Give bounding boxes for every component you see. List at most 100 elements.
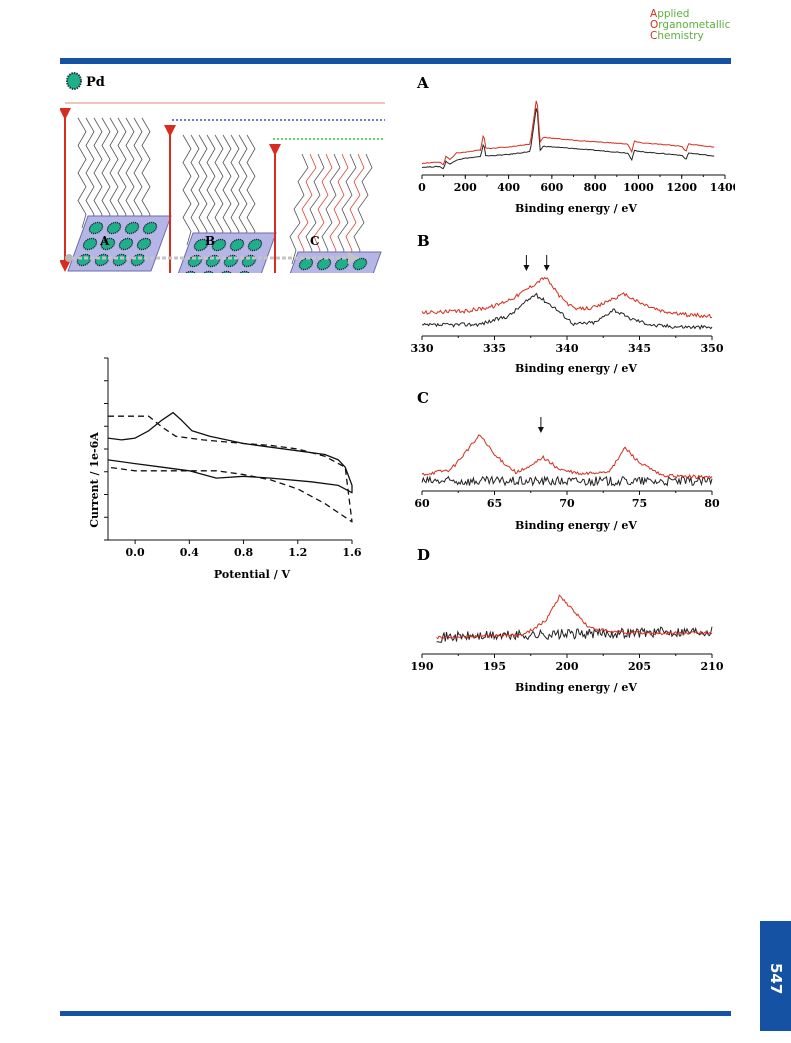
chain-strand	[345, 153, 365, 265]
chain-strand	[190, 134, 200, 246]
journal-logo: Applied Organometallic Chemistry	[650, 8, 731, 42]
pd-particle	[142, 221, 158, 235]
x-tick-label: 80	[704, 497, 720, 510]
x-tick-label: 400	[497, 181, 520, 194]
pd-particle	[217, 270, 233, 273]
x-tick-label: 1200	[666, 181, 697, 194]
xps-c-x-axis-label: Binding energy / eV	[515, 519, 637, 532]
pd-particle	[199, 270, 215, 273]
series-red-line	[436, 594, 713, 640]
page-number: 547	[767, 963, 785, 995]
chain-strand	[289, 153, 309, 265]
pd-particle	[193, 238, 209, 252]
xps-chart-b: B Binding energy / eV 330 335 340 345 350	[411, 232, 724, 375]
pd-particle	[100, 237, 116, 251]
x-tick-label: 60	[414, 497, 430, 510]
series-red-line	[421, 276, 713, 319]
pd-particle	[124, 221, 140, 235]
x-tick-label: 190	[411, 660, 434, 673]
chain-strand	[353, 153, 373, 265]
x-tick-label: 65	[487, 497, 502, 510]
cv-y-axis-label: Current / 1e-6A	[88, 432, 101, 528]
chain-strand	[214, 134, 224, 246]
peak-arrowhead	[543, 265, 550, 271]
pd-particle	[316, 257, 332, 271]
series-black-line	[436, 626, 713, 643]
series-red-line	[421, 100, 715, 166]
series-black-line	[421, 108, 715, 170]
scheme-label-c: C	[310, 234, 320, 248]
chain-strand	[313, 153, 333, 265]
pd-particle	[82, 237, 98, 251]
chain-strand	[238, 134, 248, 246]
page-tab	[760, 921, 791, 1031]
x-tick-label: 0.8	[234, 546, 253, 559]
pd-legend-label: Pd	[86, 75, 105, 90]
chain-strand	[93, 117, 103, 229]
cv-dashed-curve	[107, 415, 353, 523]
x-tick-label: 350	[701, 342, 724, 355]
chain-strand	[198, 134, 208, 246]
chain-strand	[329, 153, 349, 265]
chain-strand	[117, 117, 127, 229]
series-red-line	[421, 434, 713, 480]
x-tick-label: 600	[540, 181, 563, 194]
pd-particle	[352, 257, 368, 271]
x-tick-label: 340	[556, 342, 579, 355]
peak-arrowhead	[537, 427, 544, 433]
progress-arrow	[65, 252, 360, 264]
monolayer-scheme-figure: Pd A B C	[60, 72, 385, 273]
scheme-panel	[164, 125, 277, 273]
xps-d-x-axis-label: Binding energy / eV	[515, 681, 637, 694]
pd-particle	[136, 237, 152, 251]
x-tick-label: 200	[556, 660, 579, 673]
x-tick-label: 0	[418, 181, 426, 194]
scheme-panel	[269, 144, 382, 273]
chain-strand	[246, 134, 256, 246]
x-tick-label: 345	[628, 342, 651, 355]
xps-panel-label-a: A	[416, 74, 429, 92]
chain-strand	[101, 117, 111, 229]
xps-panel-label-c: C	[417, 389, 429, 407]
chain-strand	[337, 153, 357, 265]
footer-rule	[60, 1011, 731, 1016]
cv-x-axis-label: Potential / V	[214, 568, 291, 581]
pd-particle	[298, 257, 314, 271]
scheme-label-b: B	[205, 234, 215, 248]
x-tick-label: 200	[454, 181, 477, 194]
pd-particle	[88, 221, 104, 235]
chain-strand	[230, 134, 240, 246]
pd-particle	[247, 238, 263, 252]
x-tick-label: 1400	[710, 181, 735, 194]
scheme-label-a: A	[99, 234, 110, 248]
xps-panel-label-d: D	[417, 546, 430, 564]
x-tick-label: 800	[584, 181, 607, 194]
peak-arrowhead	[523, 265, 530, 271]
pd-particle	[235, 270, 251, 273]
scheme-panel	[60, 108, 172, 272]
chain-strand	[206, 134, 216, 246]
x-tick-label: 70	[559, 497, 575, 510]
x-tick-label: 1.6	[342, 546, 361, 559]
x-tick-label: 330	[411, 342, 434, 355]
chain-strand	[85, 117, 95, 229]
series-black-line	[421, 475, 713, 487]
x-tick-label: 0.4	[180, 546, 199, 559]
xps-a-x-axis-label: Binding energy / eV	[515, 202, 637, 215]
chain-strand	[125, 117, 135, 229]
chain-strand	[297, 153, 317, 265]
chain-strand	[141, 117, 151, 229]
chain-strand	[182, 134, 192, 246]
x-tick-label: 1000	[623, 181, 654, 194]
x-tick-label: 205	[628, 660, 651, 673]
series-black-line	[421, 292, 713, 331]
x-tick-label: 1.2	[288, 546, 307, 559]
x-tick-label: 210	[701, 660, 724, 673]
x-tick-label: 75	[632, 497, 647, 510]
pd-legend-icon	[66, 72, 82, 90]
pd-particle	[211, 238, 227, 252]
chain-strand	[109, 117, 119, 229]
xps-panel-label-b: B	[417, 232, 430, 250]
pd-particle	[106, 221, 122, 235]
x-tick-label: 0.0	[126, 546, 145, 559]
